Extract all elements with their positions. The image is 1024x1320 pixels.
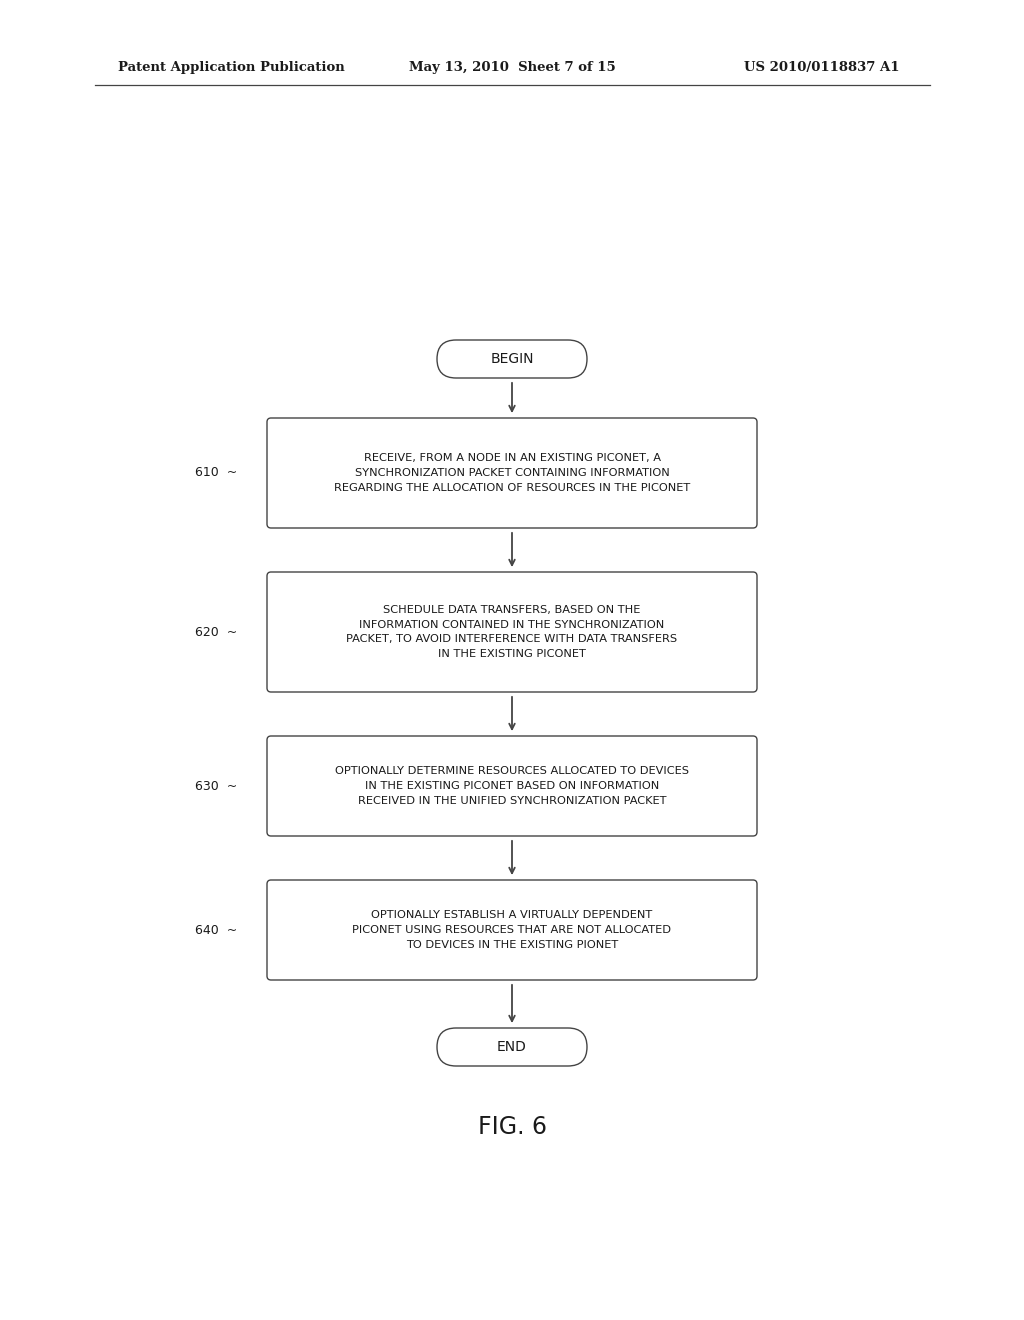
Text: 610  ~: 610 ~	[195, 466, 237, 479]
Text: OPTIONALLY DETERMINE RESOURCES ALLOCATED TO DEVICES
IN THE EXISTING PICONET BASE: OPTIONALLY DETERMINE RESOURCES ALLOCATED…	[335, 766, 689, 805]
Text: 640  ~: 640 ~	[195, 924, 237, 936]
FancyBboxPatch shape	[267, 880, 757, 979]
FancyBboxPatch shape	[437, 341, 587, 378]
FancyBboxPatch shape	[267, 572, 757, 692]
Text: US 2010/0118837 A1: US 2010/0118837 A1	[744, 62, 900, 74]
Text: OPTIONALLY ESTABLISH A VIRTUALLY DEPENDENT
PICONET USING RESOURCES THAT ARE NOT : OPTIONALLY ESTABLISH A VIRTUALLY DEPENDE…	[352, 911, 672, 950]
Text: FIG. 6: FIG. 6	[477, 1115, 547, 1139]
Text: Patent Application Publication: Patent Application Publication	[118, 62, 345, 74]
Text: 630  ~: 630 ~	[195, 780, 237, 792]
Text: SCHEDULE DATA TRANSFERS, BASED ON THE
INFORMATION CONTAINED IN THE SYNCHRONIZATI: SCHEDULE DATA TRANSFERS, BASED ON THE IN…	[346, 605, 678, 659]
Text: BEGIN: BEGIN	[490, 352, 534, 366]
FancyBboxPatch shape	[267, 737, 757, 836]
FancyBboxPatch shape	[437, 1028, 587, 1067]
Text: May 13, 2010  Sheet 7 of 15: May 13, 2010 Sheet 7 of 15	[409, 62, 615, 74]
Text: 620  ~: 620 ~	[195, 626, 237, 639]
FancyBboxPatch shape	[267, 418, 757, 528]
Text: END: END	[497, 1040, 527, 1053]
Text: RECEIVE, FROM A NODE IN AN EXISTING PICONET, A
SYNCHRONIZATION PACKET CONTAINING: RECEIVE, FROM A NODE IN AN EXISTING PICO…	[334, 453, 690, 492]
